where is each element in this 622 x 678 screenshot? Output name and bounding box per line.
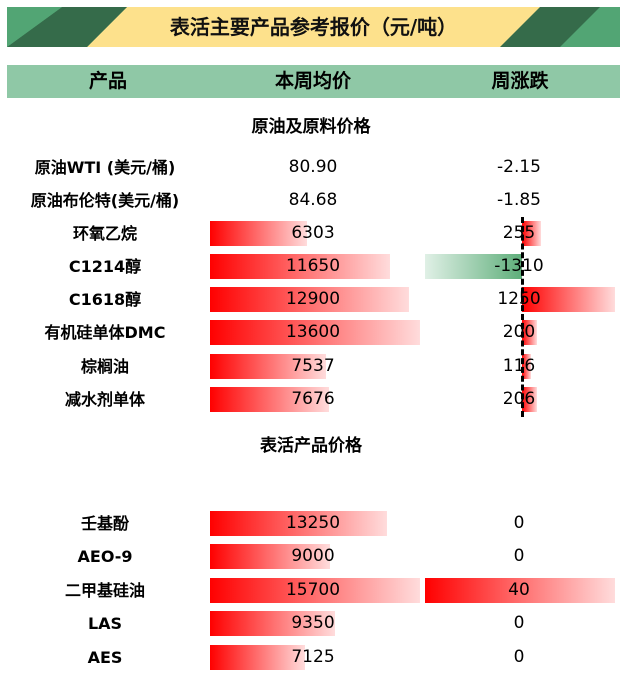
- change-value: 255: [502, 223, 536, 243]
- banner-stripes: [7, 7, 620, 47]
- section-title: 表活产品价格: [260, 436, 362, 456]
- change-value: 200: [502, 322, 536, 342]
- table-row: C1214醇 11650 -1310: [0, 250, 622, 283]
- price-value: 13600: [285, 322, 341, 342]
- change-data-bar: [522, 221, 541, 246]
- product-name: 有机硅单体DMC: [44, 323, 166, 342]
- price-data-bar: [210, 511, 388, 536]
- product-name: 二甲基硅油: [64, 581, 145, 600]
- product-name: 环氧乙烷: [72, 224, 137, 243]
- change-value: -1310: [494, 256, 544, 276]
- price-data-bar: [210, 320, 420, 345]
- header-change: 周涨跌: [491, 70, 549, 92]
- price-value: 7125: [291, 647, 335, 667]
- table-row: 环氧乙烷 6303 255: [0, 217, 622, 250]
- product-name: C1214醇: [68, 257, 142, 276]
- table-row: C1618醇 12900 1250: [0, 283, 622, 316]
- change-data-bar: [522, 320, 537, 345]
- table-row: 减水剂单体 7676 206: [0, 383, 622, 416]
- change-value: 116: [502, 356, 536, 376]
- price-value: 7537: [291, 356, 335, 376]
- table-row: LAS 9350 0: [0, 607, 622, 640]
- price-data-bar: [210, 221, 308, 246]
- price-value: 84.68: [288, 190, 338, 210]
- change-data-bar: [425, 578, 615, 603]
- price-value: 11650: [285, 256, 341, 276]
- product-name: 壬基酚: [80, 514, 129, 533]
- change-value: 0: [513, 546, 525, 566]
- price-data-bar: [210, 254, 390, 279]
- section-title: 原油及原料价格: [251, 117, 371, 137]
- change-value: 1250: [497, 289, 541, 309]
- change-data-bar: [424, 254, 522, 279]
- price-data-bar: [210, 544, 331, 569]
- header-price: 本周均价: [274, 70, 352, 92]
- change-value: 40: [508, 580, 530, 600]
- price-data-bar: [210, 387, 329, 412]
- title-banner: 表活主要产品参考报价（元/吨）: [7, 7, 620, 47]
- price-value: 7676: [291, 389, 335, 409]
- price-data-bar: [210, 354, 327, 379]
- product-name: 原油布伦特(美元/桶): [30, 191, 180, 210]
- price-value: 80.90: [288, 157, 338, 177]
- price-value: 9000: [291, 546, 335, 566]
- header-product: 产品: [88, 70, 128, 92]
- table-row: 原油布伦特(美元/桶) 84.68 -1.85: [0, 184, 622, 217]
- table-row: AEO-9 9000 0: [0, 540, 622, 573]
- page-title: 表活主要产品参考报价（元/吨）: [169, 15, 458, 39]
- product-name: 棕榈油: [80, 357, 129, 376]
- change-value: 0: [513, 647, 525, 667]
- price-data-bar: [210, 611, 336, 636]
- change-data-bar: [522, 387, 538, 412]
- table-row: 原油WTI (美元/桶) 80.90 -2.15: [0, 151, 622, 184]
- price-data-bar: [210, 645, 306, 670]
- price-value: 12900: [285, 289, 341, 309]
- table-row: 有机硅单体DMC 13600 200: [0, 316, 622, 349]
- change-value: 0: [513, 613, 525, 633]
- change-data-bar: [522, 287, 615, 312]
- change-data-bar: [522, 354, 531, 379]
- table-row: 棕榈油 7537 116: [0, 350, 622, 383]
- price-data-bar: [210, 287, 410, 312]
- change-value: 206: [502, 389, 536, 409]
- product-name: LAS: [87, 614, 123, 633]
- product-name: 减水剂单体: [64, 390, 145, 409]
- product-name: AES: [87, 648, 123, 667]
- table-row: 二甲基硅油 15700 40: [0, 574, 622, 607]
- change-value: 0: [513, 513, 525, 533]
- table-row: AES 7125 0: [0, 641, 622, 674]
- product-name: 原油WTI (美元/桶): [34, 158, 176, 177]
- price-data-bar: [210, 578, 420, 603]
- table-row: 壬基酚 13250 0: [0, 507, 622, 540]
- column-header-row: 产品 本周均价 周涨跌: [7, 65, 620, 98]
- price-value: 13250: [285, 513, 341, 533]
- product-name: C1618醇: [68, 290, 142, 309]
- price-value: 9350: [291, 613, 335, 633]
- product-name: AEO-9: [77, 547, 133, 566]
- change-axis-line: [521, 217, 524, 417]
- price-value: 6303: [291, 223, 335, 243]
- price-value: 15700: [285, 580, 341, 600]
- change-value: -1.85: [497, 190, 541, 210]
- change-value: -2.15: [497, 157, 541, 177]
